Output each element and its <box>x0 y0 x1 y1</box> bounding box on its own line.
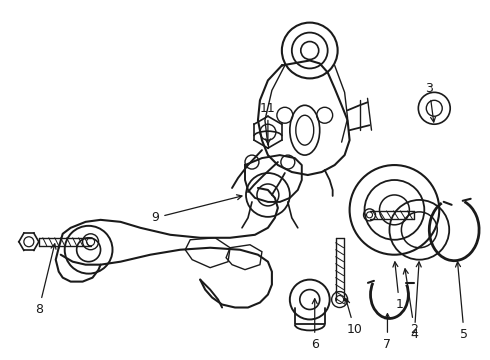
Text: 8: 8 <box>35 244 56 316</box>
Text: 3: 3 <box>425 82 436 122</box>
Text: 9: 9 <box>151 195 242 224</box>
Text: 10: 10 <box>345 298 363 336</box>
Text: 5: 5 <box>456 262 468 341</box>
Text: 4: 4 <box>411 262 421 341</box>
Text: 11: 11 <box>260 102 276 144</box>
Text: 2: 2 <box>403 269 418 336</box>
Text: 7: 7 <box>384 314 392 351</box>
Text: 6: 6 <box>311 299 319 351</box>
Text: 1: 1 <box>393 262 403 311</box>
